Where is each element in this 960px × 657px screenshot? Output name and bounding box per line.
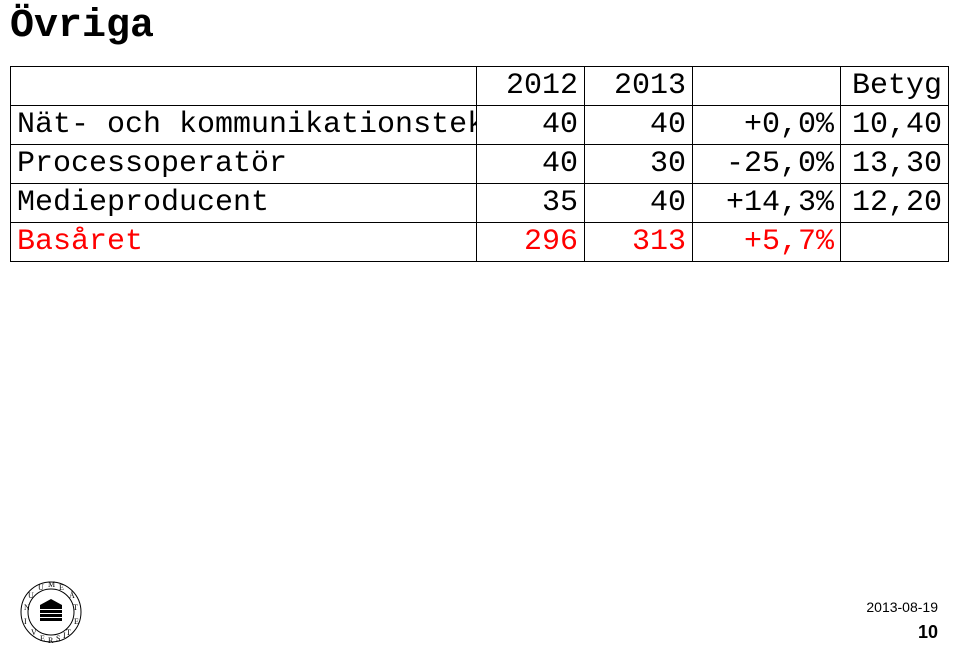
cell-2012: 35 bbox=[477, 184, 585, 223]
svg-text:E: E bbox=[59, 583, 64, 592]
col-header-empty bbox=[11, 67, 477, 106]
svg-text:E: E bbox=[40, 634, 45, 643]
table-row: Medieproducent 35 40 +14,3% 12,20 bbox=[11, 184, 949, 223]
svg-text:N: N bbox=[24, 603, 30, 612]
cell-2012: 296 bbox=[477, 223, 585, 262]
svg-text:Å: Å bbox=[69, 591, 75, 600]
cell-betyg: 12,20 bbox=[841, 184, 949, 223]
svg-text:R: R bbox=[48, 636, 54, 645]
table-row: Basåret 296 313 +5,7% bbox=[11, 223, 949, 262]
col-header-betyg: Betyg bbox=[841, 67, 949, 106]
cell-delta: +0,0% bbox=[693, 106, 841, 145]
cell-delta: +14,3% bbox=[693, 184, 841, 223]
row-label: Nät- och kommunikationsteknik bbox=[11, 106, 477, 145]
row-label: Medieproducent bbox=[11, 184, 477, 223]
cell-2012: 40 bbox=[477, 145, 585, 184]
cell-2013: 40 bbox=[585, 106, 693, 145]
svg-text:T: T bbox=[73, 603, 78, 612]
cell-betyg: 10,40 bbox=[841, 106, 949, 145]
cell-betyg bbox=[841, 223, 949, 262]
cell-2013: 40 bbox=[585, 184, 693, 223]
svg-text:V: V bbox=[31, 628, 37, 637]
svg-text:I: I bbox=[24, 617, 27, 626]
svg-text:U: U bbox=[38, 583, 44, 592]
row-label: Basåret bbox=[11, 223, 477, 262]
svg-text:I: I bbox=[63, 631, 66, 640]
cell-betyg: 13,30 bbox=[841, 145, 949, 184]
university-logo: U M E Å U N T I E V T E R S I bbox=[18, 579, 84, 645]
svg-text:M: M bbox=[48, 580, 55, 589]
cell-delta: -25,0% bbox=[693, 145, 841, 184]
table-row: Processoperatör 40 30 -25,0% 13,30 bbox=[11, 145, 949, 184]
cell-2013: 30 bbox=[585, 145, 693, 184]
table-row: Nät- och kommunikationsteknik 40 40 +0,0… bbox=[11, 106, 949, 145]
svg-text:E: E bbox=[74, 617, 79, 626]
cell-delta: +5,7% bbox=[693, 223, 841, 262]
table-header-row: 2012 2013 Betyg bbox=[11, 67, 949, 106]
footer-page-number: 10 bbox=[918, 622, 938, 643]
cell-2013: 313 bbox=[585, 223, 693, 262]
footer-date: 2013-08-19 bbox=[866, 599, 938, 615]
svg-text:U: U bbox=[28, 591, 34, 600]
cell-2012: 40 bbox=[477, 106, 585, 145]
data-table: 2012 2013 Betyg Nät- och kommunikationst… bbox=[10, 66, 948, 262]
page-title: Övriga bbox=[10, 4, 154, 49]
col-header-2013: 2013 bbox=[585, 67, 693, 106]
svg-text:S: S bbox=[56, 634, 60, 643]
row-label: Processoperatör bbox=[11, 145, 477, 184]
col-header-delta bbox=[693, 67, 841, 106]
col-header-2012: 2012 bbox=[477, 67, 585, 106]
svg-text:T: T bbox=[66, 628, 71, 637]
